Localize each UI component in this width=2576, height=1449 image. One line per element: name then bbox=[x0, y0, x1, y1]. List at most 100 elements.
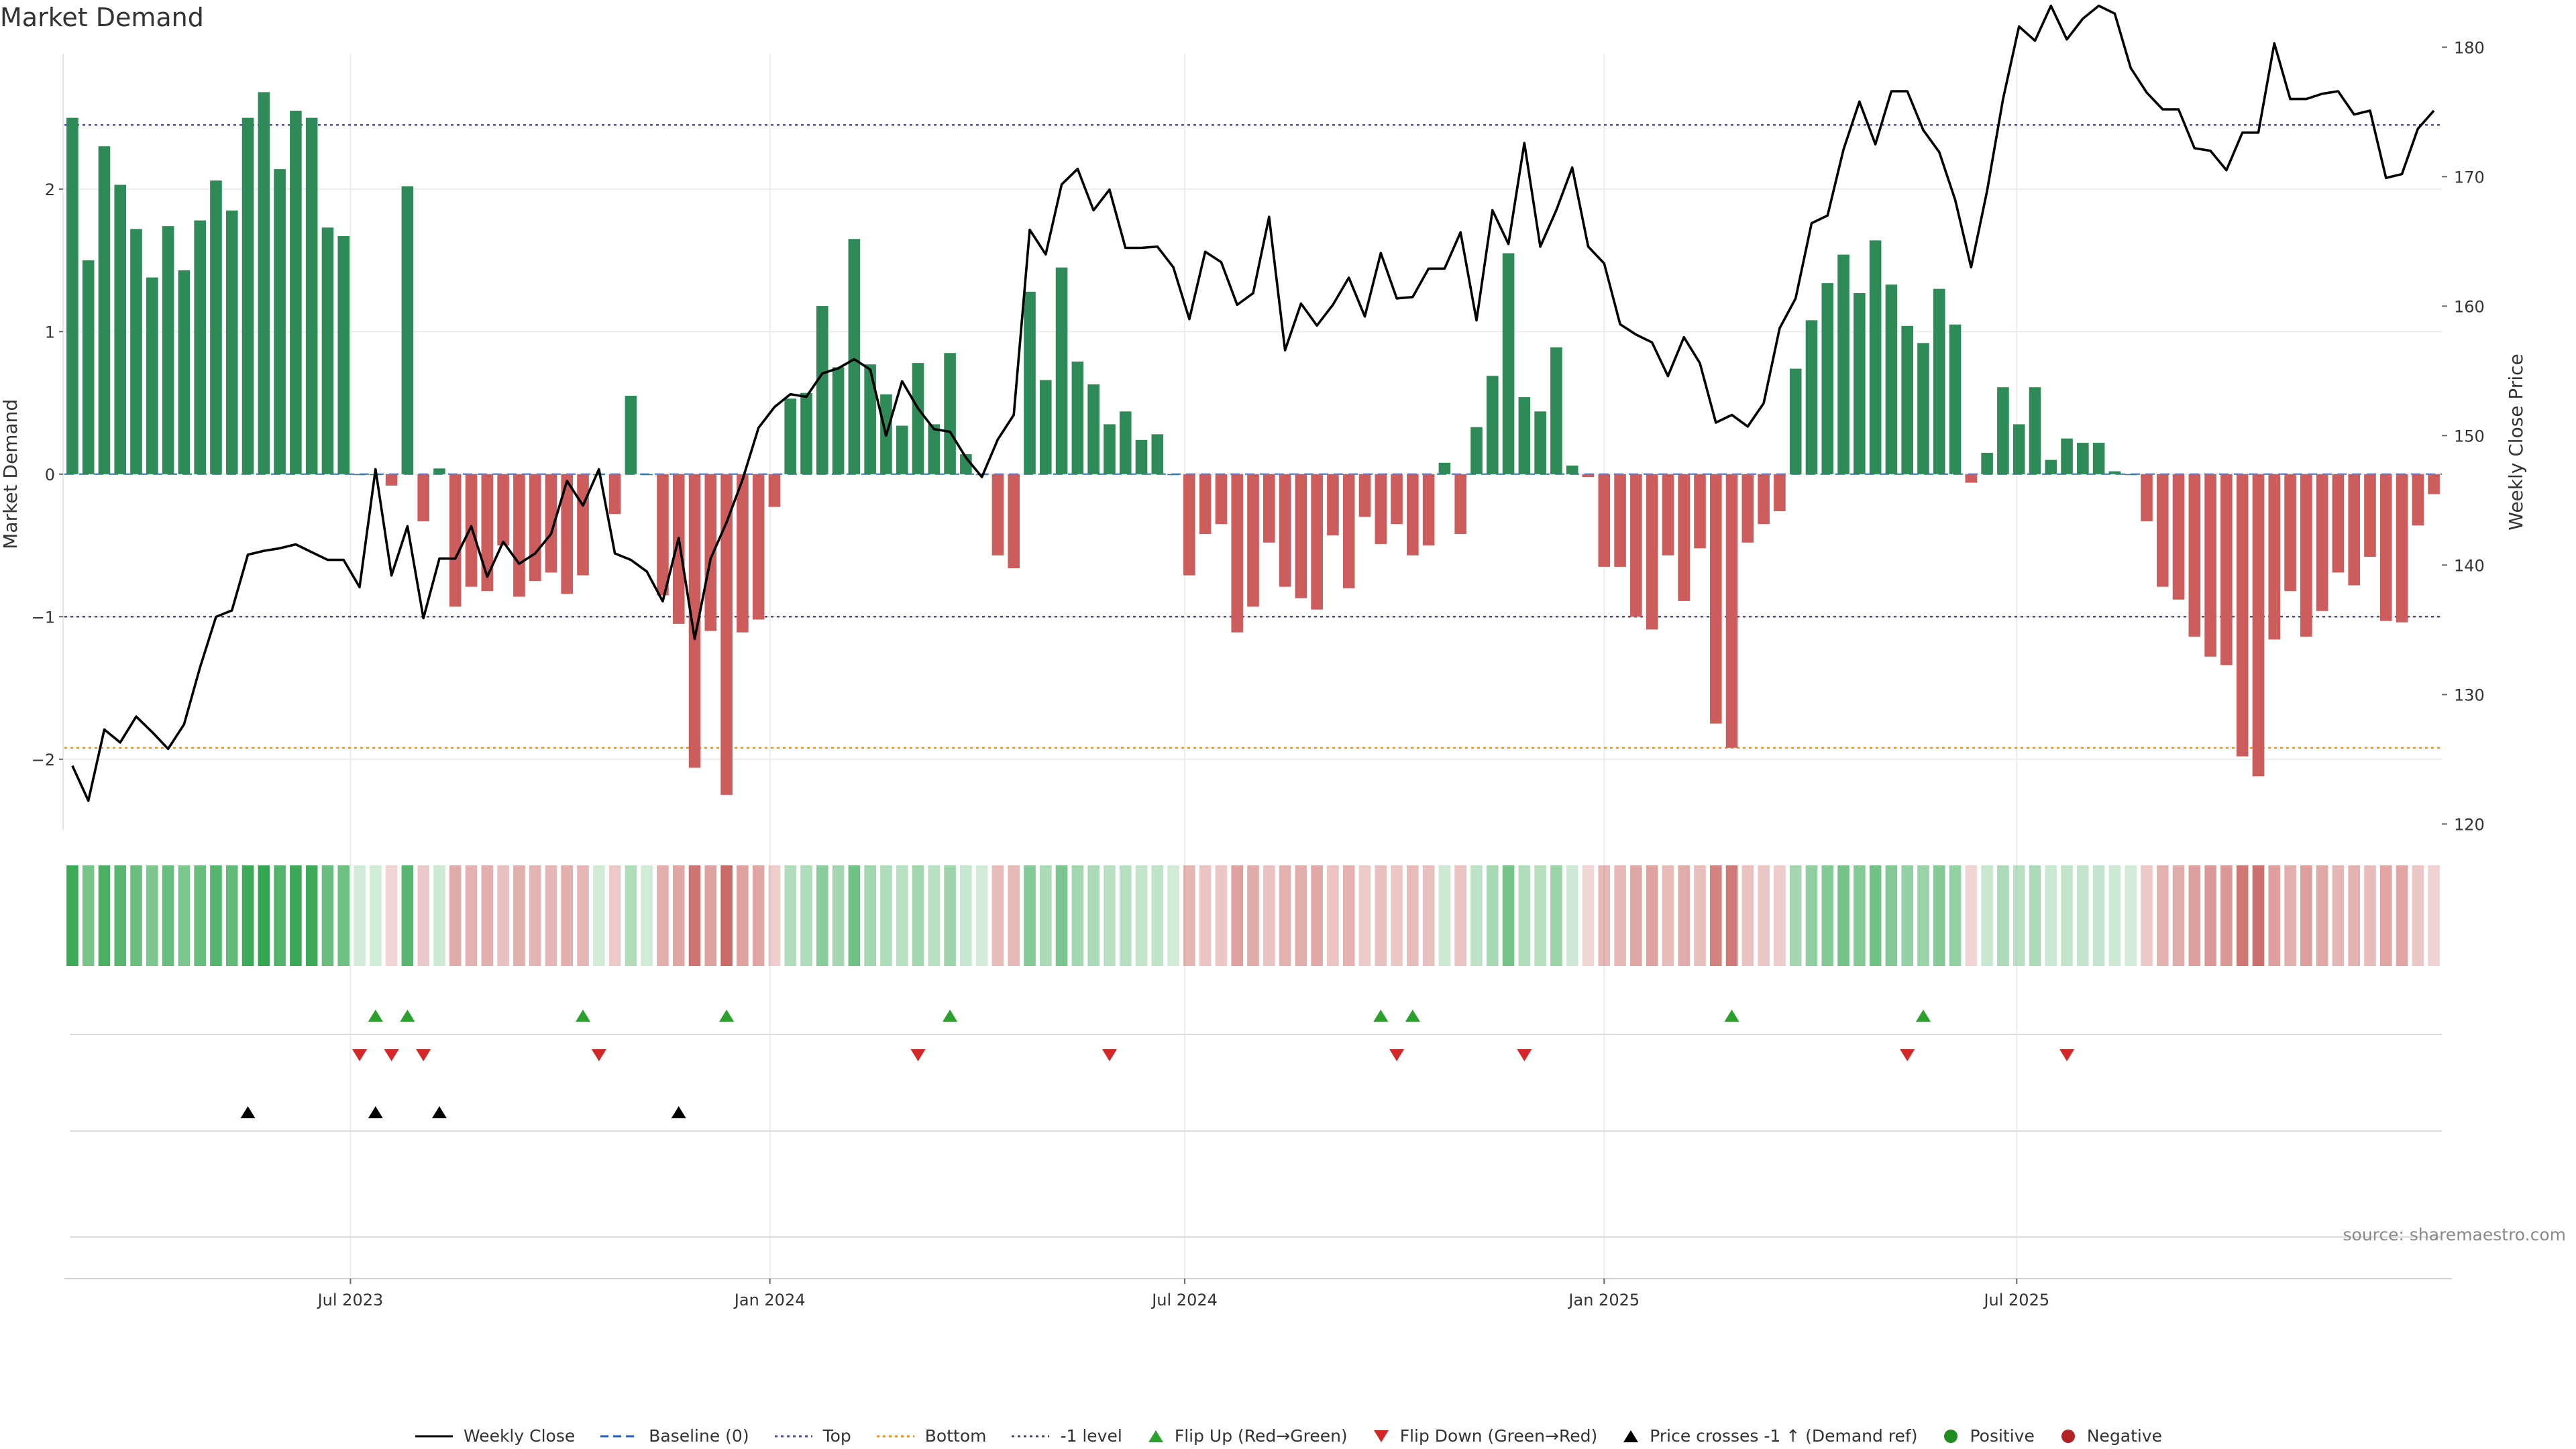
demand-bar bbox=[2188, 474, 2201, 637]
heat-cell bbox=[896, 865, 908, 966]
heat-cell bbox=[1949, 865, 1962, 966]
x-tick-label: Jul 2024 bbox=[1150, 1291, 1218, 1309]
heat-cell bbox=[1662, 865, 1674, 966]
price-cross-marker bbox=[240, 1106, 256, 1118]
y2-tick-label: 150 bbox=[2454, 427, 2485, 445]
heat-cell bbox=[2172, 865, 2185, 966]
demand-bar bbox=[354, 474, 366, 476]
heat-cell bbox=[1008, 865, 1020, 966]
x-tick-label: Jul 2023 bbox=[317, 1291, 384, 1309]
legend-item: Baseline (0) bbox=[599, 1426, 749, 1446]
y2-tick-label: 140 bbox=[2454, 556, 2485, 575]
legend-symbol-line-dotted bbox=[876, 1435, 914, 1437]
heat-cell bbox=[1407, 865, 1419, 966]
demand-bar bbox=[2252, 474, 2265, 777]
demand-bar bbox=[1981, 452, 1993, 474]
heat-cell bbox=[2236, 865, 2249, 966]
demand-bar bbox=[98, 146, 111, 474]
demand-bar bbox=[2012, 424, 2025, 474]
heat-cell bbox=[1582, 865, 1595, 966]
demand-bar bbox=[1247, 474, 1259, 607]
heat-cell bbox=[433, 865, 445, 966]
heat-cell bbox=[465, 865, 478, 966]
heat-cell bbox=[2108, 865, 2121, 966]
demand-bar bbox=[1215, 474, 1228, 525]
heat-cell bbox=[449, 865, 462, 966]
legend-symbol-triangle-down bbox=[1373, 1430, 1389, 1442]
demand-bar bbox=[1837, 254, 1849, 474]
y2-tick-label: 120 bbox=[2454, 815, 2485, 834]
heat-cell bbox=[720, 865, 733, 966]
demand-bar bbox=[848, 239, 861, 474]
demand-bar bbox=[1119, 411, 1132, 474]
demand-bar bbox=[2156, 474, 2169, 587]
legend-item: Flip Down (Green→Red) bbox=[1372, 1426, 1597, 1446]
demand-bar bbox=[1039, 380, 1052, 474]
demand-bar bbox=[1422, 474, 1435, 546]
heat-cell bbox=[800, 865, 812, 966]
demand-bar bbox=[1630, 474, 1642, 617]
demand-bar bbox=[1646, 474, 1658, 630]
demand-bar bbox=[1518, 397, 1531, 474]
heat-cell bbox=[1518, 865, 1531, 966]
heat-cell bbox=[1869, 865, 1882, 966]
demand-bar bbox=[1805, 320, 1818, 474]
demand-bar bbox=[2348, 474, 2360, 586]
heat-cell bbox=[1039, 865, 1052, 966]
heat-cell bbox=[225, 865, 238, 966]
demand-bar bbox=[1407, 474, 1419, 555]
heat-cell bbox=[1215, 865, 1228, 966]
heat-cell bbox=[1135, 865, 1148, 966]
heat-cell bbox=[960, 865, 972, 966]
demand-bar bbox=[258, 92, 270, 474]
heat-cell bbox=[370, 865, 382, 966]
demand-bar bbox=[1263, 474, 1275, 543]
demand-bar bbox=[1486, 376, 1499, 474]
heat-cell bbox=[2141, 865, 2153, 966]
demand-bar bbox=[625, 395, 637, 474]
legend: Weekly Close Baseline (0) Top Bottom -1 leve… bbox=[0, 1426, 2576, 1446]
demand-bar bbox=[433, 468, 445, 474]
heat-cell bbox=[321, 865, 334, 966]
y2-axis-label: Weekly Close Price bbox=[2505, 354, 2527, 530]
heat-cell bbox=[1725, 865, 1738, 966]
heat-cell bbox=[1486, 865, 1499, 966]
demand-bar bbox=[337, 235, 350, 474]
demand-bar bbox=[2316, 474, 2328, 611]
demand-bar bbox=[401, 186, 414, 474]
x-tick-label: Jan 2025 bbox=[1567, 1291, 1640, 1309]
demand-bar bbox=[641, 474, 653, 476]
demand-bar bbox=[672, 474, 685, 624]
legend-label: Weekly Close bbox=[463, 1426, 576, 1446]
demand-bar bbox=[2061, 438, 2073, 474]
heat-cell bbox=[1342, 865, 1355, 966]
demand-bar bbox=[1024, 291, 1036, 474]
heat-cell bbox=[1295, 865, 1307, 966]
heat-cell bbox=[688, 865, 701, 966]
legend-label: Price crosses -1 ↑ (Demand ref) bbox=[1650, 1426, 1918, 1446]
demand-bar bbox=[178, 270, 191, 474]
heat-cell bbox=[864, 865, 876, 966]
y-tick-label: 1 bbox=[45, 323, 55, 341]
chart-title: Market Demand bbox=[0, 3, 204, 32]
heat-cell bbox=[1789, 865, 1802, 966]
demand-bar bbox=[1183, 474, 1195, 576]
demand-bar bbox=[561, 474, 574, 594]
legend-symbol-dot bbox=[2061, 1429, 2075, 1443]
weekly-close-polyline bbox=[71, 4, 2435, 802]
demand-bar bbox=[2077, 443, 2089, 474]
demand-bar bbox=[1694, 474, 1706, 549]
demand-bar bbox=[1965, 474, 1978, 483]
heat-cell bbox=[1422, 865, 1435, 966]
demand-bar bbox=[465, 474, 478, 587]
flip-up-marker bbox=[576, 1010, 591, 1022]
legend-item: -1 level bbox=[1010, 1426, 1122, 1446]
flip-up-marker bbox=[1373, 1010, 1389, 1022]
demand-bar bbox=[130, 229, 142, 474]
demand-bar bbox=[2428, 474, 2440, 494]
heat-cell bbox=[1024, 865, 1036, 966]
demand-bar bbox=[2141, 474, 2153, 521]
heat-cell bbox=[1391, 865, 1403, 966]
flip-down-marker bbox=[1102, 1049, 1117, 1061]
heat-cell bbox=[2252, 865, 2265, 966]
